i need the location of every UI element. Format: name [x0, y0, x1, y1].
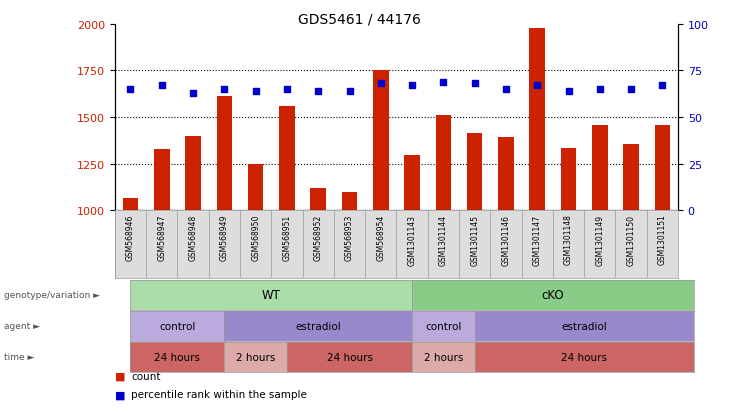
- Text: GSM568950: GSM568950: [251, 214, 260, 260]
- Point: [250, 88, 262, 95]
- Text: GSM1301149: GSM1301149: [595, 214, 605, 265]
- Text: GSM568954: GSM568954: [376, 214, 385, 260]
- Text: ■: ■: [115, 371, 125, 381]
- Text: GSM1301146: GSM1301146: [502, 214, 511, 265]
- Point: [124, 87, 136, 93]
- Text: control: control: [159, 321, 196, 331]
- Bar: [154, 150, 170, 211]
- Text: estradiol: estradiol: [296, 321, 341, 331]
- Bar: [623, 145, 639, 211]
- Text: GSM568948: GSM568948: [188, 214, 198, 260]
- Text: cKO: cKO: [542, 288, 564, 301]
- Text: 24 hours: 24 hours: [327, 352, 373, 362]
- Bar: [467, 133, 482, 211]
- Point: [562, 88, 574, 95]
- Text: GSM1301143: GSM1301143: [408, 214, 416, 265]
- Bar: [373, 71, 388, 211]
- Bar: [561, 148, 576, 211]
- Bar: [529, 28, 545, 211]
- Text: GSM568952: GSM568952: [313, 214, 323, 260]
- Text: agent ►: agent ►: [4, 321, 40, 330]
- Text: GSM568953: GSM568953: [345, 214, 354, 260]
- Point: [219, 87, 230, 93]
- Point: [469, 81, 481, 88]
- Text: GSM1301150: GSM1301150: [627, 214, 636, 265]
- Text: GSM1301144: GSM1301144: [439, 214, 448, 265]
- Text: GSM568947: GSM568947: [157, 214, 166, 260]
- Text: GSM1301145: GSM1301145: [470, 214, 479, 265]
- Point: [625, 87, 637, 93]
- Point: [281, 87, 293, 93]
- Point: [375, 81, 387, 88]
- Text: GSM568949: GSM568949: [220, 214, 229, 260]
- Text: GDS5461 / 44176: GDS5461 / 44176: [298, 12, 421, 26]
- Bar: [247, 164, 264, 211]
- Text: control: control: [425, 321, 462, 331]
- Text: GSM1301148: GSM1301148: [564, 214, 573, 265]
- Bar: [405, 156, 420, 211]
- Text: GSM1301151: GSM1301151: [658, 214, 667, 265]
- Bar: [342, 192, 357, 211]
- Text: estradiol: estradiol: [561, 321, 607, 331]
- Text: 2 hours: 2 hours: [236, 352, 276, 362]
- Point: [156, 83, 167, 90]
- Point: [312, 88, 324, 95]
- Point: [187, 90, 199, 97]
- Bar: [185, 136, 201, 211]
- Point: [406, 83, 418, 90]
- Bar: [279, 107, 295, 211]
- Text: percentile rank within the sample: percentile rank within the sample: [131, 389, 307, 399]
- Point: [531, 83, 543, 90]
- Point: [500, 87, 512, 93]
- Text: ■: ■: [115, 389, 125, 399]
- Bar: [498, 138, 514, 211]
- Text: GSM568951: GSM568951: [282, 214, 291, 260]
- Bar: [436, 116, 451, 211]
- Text: 24 hours: 24 hours: [154, 352, 200, 362]
- Text: 24 hours: 24 hours: [561, 352, 607, 362]
- Bar: [310, 188, 326, 211]
- Point: [344, 88, 356, 95]
- Text: WT: WT: [262, 288, 281, 301]
- Bar: [654, 126, 670, 211]
- Point: [437, 79, 449, 86]
- Text: time ►: time ►: [4, 352, 34, 361]
- Point: [657, 83, 668, 90]
- Point: [594, 87, 605, 93]
- Text: GSM568946: GSM568946: [126, 214, 135, 260]
- Text: GSM1301147: GSM1301147: [533, 214, 542, 265]
- Bar: [216, 97, 232, 211]
- Bar: [123, 199, 139, 211]
- Text: 2 hours: 2 hours: [424, 352, 463, 362]
- Text: count: count: [131, 371, 161, 381]
- Bar: [592, 126, 608, 211]
- Text: genotype/variation ►: genotype/variation ►: [4, 290, 100, 299]
